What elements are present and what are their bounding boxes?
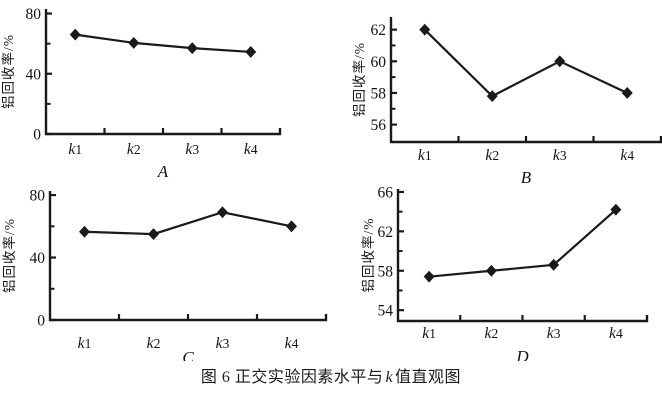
data-point	[79, 225, 90, 238]
y-tick-label: 0	[37, 313, 45, 330]
x-category-label: k2	[147, 335, 161, 352]
x-category-label: k4	[609, 325, 623, 342]
y-tick-label: 40	[30, 250, 46, 267]
chart-A: 0 40 80 k1 k2 k3 k4 A 铝回收率/%	[0, 0, 335, 186]
data-point	[148, 228, 159, 241]
y-tick-label: 0	[33, 127, 41, 144]
y-tick-label: 62	[378, 224, 394, 241]
y-tick-label: 40	[26, 66, 42, 83]
factor-label: C	[182, 348, 194, 361]
data-point	[286, 220, 297, 233]
y-tick-label: 80	[26, 6, 42, 23]
data-point	[621, 87, 633, 99]
caption-suffix: 值直观图	[395, 369, 462, 386]
x-category-label: k1	[68, 141, 82, 158]
y-tick-label: 80	[30, 188, 46, 205]
chart-B-canvas: 56 58 60 62 k1 k2 k3 k4 B 铝回收率/%	[351, 17, 662, 187]
y-tick-label: 66	[378, 186, 394, 201]
data-point	[486, 90, 498, 103]
axes	[44, 9, 282, 136]
x-category-label: k4	[620, 147, 634, 164]
chart-B: 56 58 60 62 k1 k2 k3 k4 B 铝回收率/%	[331, 0, 662, 187]
series-line	[75, 33, 251, 54]
factor-label: B	[521, 168, 532, 186]
factor-label: D	[515, 347, 529, 361]
data-point	[485, 264, 497, 277]
x-category-label: k3	[547, 325, 561, 342]
x-category-label: k1	[418, 147, 432, 164]
y-tick-label: 60	[371, 54, 387, 71]
x-category-label: k3	[553, 147, 567, 164]
chart-D: 54 58 62 66 k1 k2 k3 k4 D 铝回收率/%	[331, 184, 662, 366]
data-point	[128, 36, 140, 49]
x-category-label: k4	[285, 335, 299, 352]
data-point	[69, 28, 81, 41]
y-tick-label: 54	[378, 303, 394, 320]
x-category-label: k1	[78, 335, 92, 352]
series-line	[429, 208, 617, 278]
y-tick-label: 56	[371, 117, 387, 134]
data-point	[186, 42, 198, 55]
chart-A-canvas: 0 40 80 k1 k2 k3 k4 A 铝回收率/%	[0, 6, 282, 181]
y-tick-label: 62	[371, 22, 387, 39]
data-point	[610, 203, 622, 216]
series-line	[423, 28, 628, 98]
data-point	[217, 206, 228, 219]
x-category-label: k2	[485, 147, 499, 164]
x-category-label: k2	[485, 325, 499, 342]
chart-C-canvas: 0 40 80 k1 k2 k3 k4 C 铝回收率/%	[1, 188, 328, 367]
data-point	[554, 55, 566, 68]
chart-C: 0 40 80 k1 k2 k3 k4 C 铝回收率/%	[0, 186, 335, 367]
x-category-label: k4	[244, 141, 258, 158]
factor-label: A	[157, 162, 169, 181]
y-tick-label: 58	[378, 263, 394, 280]
chart-D-canvas: 54 58 62 66 k1 k2 k3 k4 D 铝回收率/%	[360, 184, 649, 366]
x-category-label: k2	[127, 141, 141, 158]
x-category-label: k1	[422, 325, 436, 342]
data-point	[423, 270, 435, 283]
y-axis-title: 铝回收率/%	[351, 42, 367, 117]
axes	[48, 191, 328, 322]
caption-k-symbol: k	[385, 369, 394, 386]
y-axis-title: 铝回收率/%	[1, 218, 17, 293]
x-category-label: k3	[216, 335, 230, 352]
series-line	[84, 211, 292, 236]
data-point	[245, 45, 257, 58]
axes	[396, 189, 649, 323]
y-tick-label: 58	[371, 85, 387, 102]
data-point	[419, 23, 431, 36]
figure-caption: 图 6 正交实验因素水平与 k 值直观图	[0, 363, 662, 387]
y-axis-title: 铝回收率/%	[360, 218, 376, 293]
y-axis-title: 铝回收率/%	[0, 34, 16, 109]
x-category-label: k3	[185, 141, 199, 158]
caption-prefix: 图 6 正交实验因素水平与	[200, 369, 384, 386]
data-point	[548, 258, 560, 271]
